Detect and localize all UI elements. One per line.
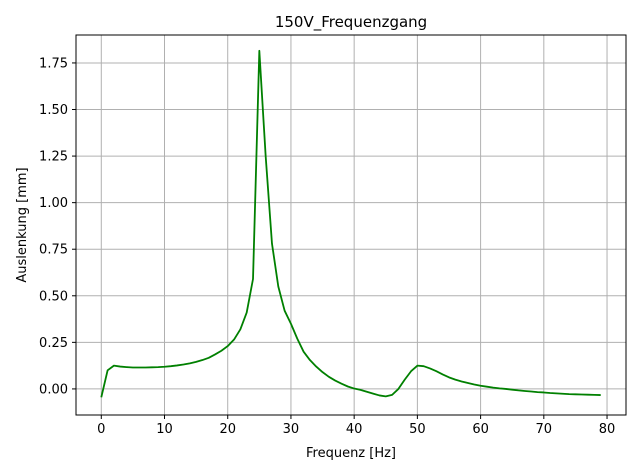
x-tick-label: 70 <box>536 422 553 437</box>
y-tick-label: 1.50 <box>39 103 68 118</box>
y-tick-label: 1.75 <box>39 56 68 71</box>
x-tick-label: 40 <box>346 422 363 437</box>
ticks: 0 10 20 30 40 50 60 70 80 0.00 0.25 0.50 0.75 1.00 1.2… <box>39 56 615 437</box>
x-tick-label: 0 <box>97 422 105 437</box>
x-axis-label: Frequenz [Hz] <box>306 446 396 461</box>
y-tick-label: 0.50 <box>39 289 68 304</box>
y-tick-label: 0.00 <box>39 382 68 397</box>
y-tick-label: 1.25 <box>39 150 68 165</box>
x-tick-label: 20 <box>219 422 236 437</box>
y-tick-label: 0.25 <box>39 336 68 351</box>
x-tick-label: 10 <box>156 422 173 437</box>
series-layer <box>100 49 601 398</box>
plot-area-background <box>76 35 626 415</box>
x-tick-label: 50 <box>409 422 426 437</box>
plot-frame <box>75 34 627 416</box>
chart-title: 150V_Frequenzgang <box>275 13 427 32</box>
y-tick-label: 0.75 <box>39 243 68 258</box>
x-tick-label: 30 <box>283 422 300 437</box>
grid <box>76 35 626 415</box>
x-tick-label: 60 <box>472 422 489 437</box>
series-line <box>100 49 601 398</box>
y-axis-label: Auslenkung [mm] <box>15 167 30 282</box>
x-tick-label: 80 <box>599 422 616 437</box>
y-tick-label: 1.00 <box>39 196 68 211</box>
